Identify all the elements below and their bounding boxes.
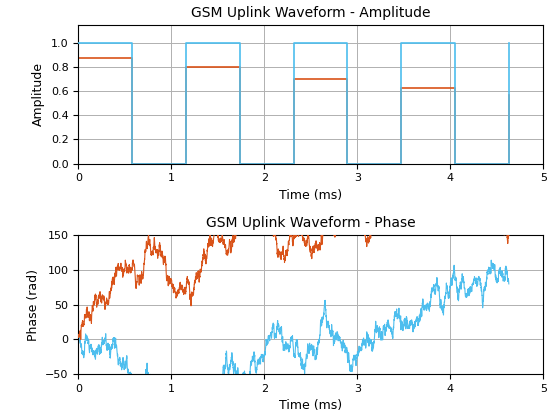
X-axis label: Time (ms): Time (ms)	[279, 189, 342, 202]
Title: GSM Uplink Waveform - Amplitude: GSM Uplink Waveform - Amplitude	[191, 6, 431, 20]
X-axis label: Time (ms): Time (ms)	[279, 399, 342, 412]
Y-axis label: Phase (rad): Phase (rad)	[27, 269, 40, 341]
Y-axis label: Amplitude: Amplitude	[32, 62, 45, 126]
Title: GSM Uplink Waveform - Phase: GSM Uplink Waveform - Phase	[206, 216, 416, 230]
